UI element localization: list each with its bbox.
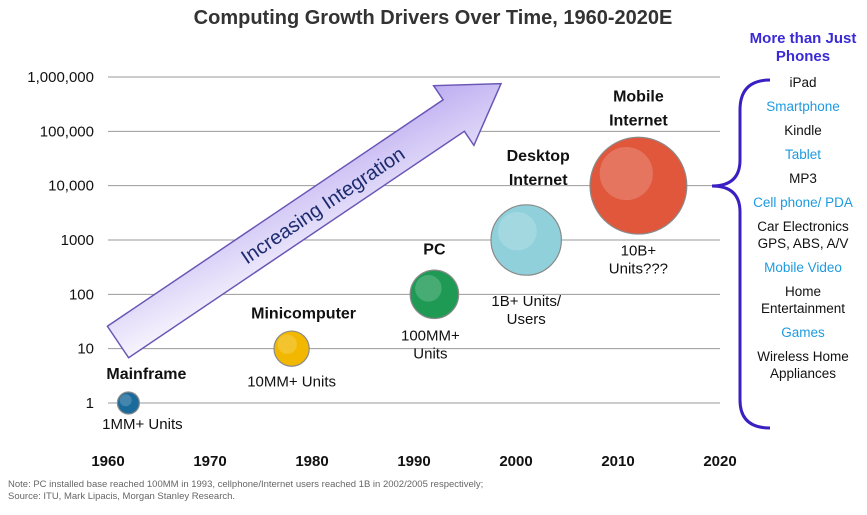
side-brace [711, 78, 771, 430]
mobile-internet-units-label: Units??? [609, 261, 668, 278]
y-tick-label: 100,000 [40, 123, 94, 140]
x-tick-label: 1970 [193, 453, 226, 470]
y-tick-label: 10,000 [48, 178, 94, 195]
side-panel-item: Mobile Video [764, 260, 842, 275]
arrow-label: Increasing Integration [237, 143, 409, 269]
footnote-line-1: Note: PC installed base reached 100MM in… [8, 479, 484, 490]
side-panel-item: Kindle [784, 123, 822, 138]
mainframe-bubble-highlight [119, 394, 132, 407]
side-panel-item: MP3 [789, 171, 817, 186]
x-tick-label: 1990 [397, 453, 430, 470]
desktop-internet-units-label: 1B+ Units/ [491, 293, 561, 310]
desktop-internet-units-label: Users [507, 311, 546, 328]
side-panel-item: Cell phone/ PDA [753, 195, 853, 210]
arrow-shape [106, 82, 503, 359]
y-tick-label: 100 [69, 286, 94, 303]
mobile-internet-bubble [589, 136, 688, 235]
pc-units-label: Units [413, 345, 447, 362]
chart-title: Computing Growth Drivers Over Time, 1960… [194, 7, 673, 29]
minicomputer-bubble-highlight [277, 334, 297, 354]
y-tick-label: 1000 [61, 232, 94, 249]
side-panel-item: iPad [789, 75, 817, 90]
x-tick-label: 1980 [295, 453, 328, 470]
footnote-line-2: Source: ITU, Mark Lipacis, Morgan Stanle… [8, 491, 236, 502]
minicomputer-name-label: Minicomputer [251, 306, 356, 323]
side-panel-item: Home Entertainment [760, 284, 846, 316]
mobile-internet-bubble-highlight [599, 146, 653, 201]
side-panel-item: Car Electronics GPS, ABS, A/V [757, 219, 849, 251]
integration-arrow: Increasing Integration [106, 82, 503, 359]
mobile-internet-name-label: Internet [609, 113, 668, 130]
desktop-internet-name-label: Desktop [507, 148, 570, 165]
desktop-internet-name-label: Internet [509, 172, 568, 189]
pc-bubble-highlight [415, 274, 442, 302]
x-tick-label: 2020 [703, 453, 736, 470]
side-panel-item: Smartphone [766, 99, 840, 114]
y-tick-label: 1,000,000 [27, 69, 94, 86]
x-tick-label: 1960 [91, 453, 124, 470]
side-panel-item: Wireless Home Appliances [757, 349, 849, 381]
side-panel-item: Tablet [784, 147, 822, 162]
mobile-internet-name-label: Mobile [613, 89, 664, 106]
side-panel-heading: More than Just Phones [749, 30, 857, 65]
side-panel-item: Games [781, 325, 825, 340]
y-tick-label: 1 [86, 395, 94, 412]
minicomputer-units-label: 10MM+ Units [247, 374, 336, 391]
x-tick-label: 2010 [601, 453, 634, 470]
pc-name-label: PC [423, 241, 446, 258]
y-tick-label: 10 [77, 341, 94, 358]
side-panel: More than Just Phones iPad Smartphone Kind… [744, 30, 862, 389]
mainframe-name-label: Mainframe [106, 366, 186, 383]
pc-bubble [409, 269, 460, 320]
mobile-internet-units-label: 10B+ [621, 243, 657, 260]
mainframe-bubble [116, 391, 140, 415]
desktop-internet-bubble [490, 204, 563, 276]
desktop-internet-bubble-highlight [498, 211, 537, 251]
footnote: Note: PC installed base reached 100MM in… [8, 479, 483, 503]
mainframe-units-label: 1MM+ Units [102, 416, 182, 433]
x-tick-label: 2000 [499, 453, 532, 470]
pc-units-label: 100MM+ [401, 327, 460, 344]
minicomputer-bubble [273, 330, 310, 367]
